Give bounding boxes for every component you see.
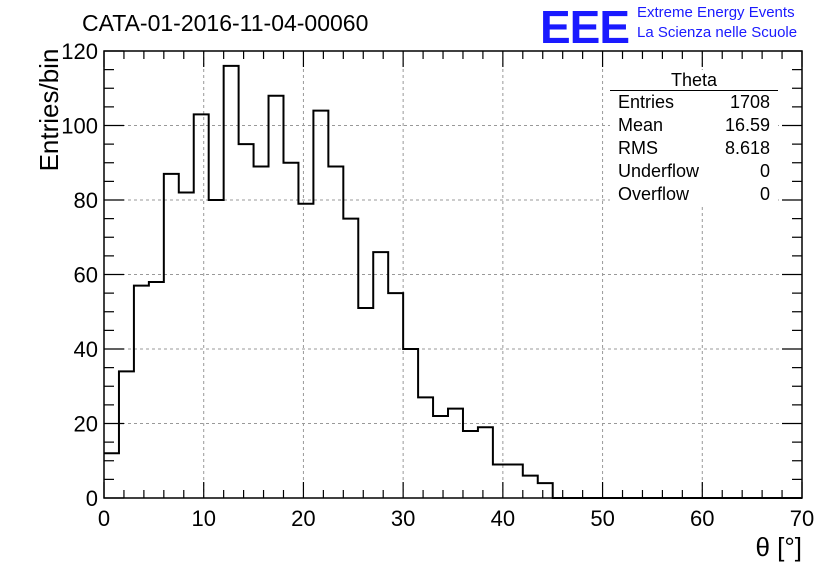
chart-title: CATA-01-2016-11-04-00060 bbox=[82, 10, 369, 36]
x-tick-label: 40 bbox=[491, 506, 515, 531]
stats-value: 16.59 bbox=[724, 115, 770, 135]
stats-value: 8.618 bbox=[724, 138, 770, 158]
x-axis-label: θ [°] bbox=[755, 532, 802, 562]
y-tick-label: 120 bbox=[61, 39, 98, 64]
stats-row-entries: Entries 1708 bbox=[610, 91, 778, 114]
brand-line-2: La Scienza nelle Scuole bbox=[637, 24, 798, 41]
stats-value: 1708 bbox=[729, 92, 770, 112]
y-tick-label: 60 bbox=[74, 263, 98, 288]
x-tick-label: 20 bbox=[291, 506, 315, 531]
y-tick-label: 0 bbox=[86, 486, 98, 511]
stats-row-mean: Mean 16.59 bbox=[610, 114, 778, 137]
x-tick-label: 60 bbox=[690, 506, 714, 531]
stats-label: Underflow bbox=[618, 161, 700, 181]
plot-frame bbox=[103, 50, 803, 499]
x-tick-label: 50 bbox=[590, 506, 614, 531]
brand-line-1: Extreme Energy Events bbox=[637, 4, 795, 21]
stats-label: Entries bbox=[618, 92, 675, 112]
y-tick-label: 40 bbox=[74, 337, 98, 362]
y-tick-label: 20 bbox=[74, 412, 98, 437]
y-tick-label: 80 bbox=[74, 188, 98, 213]
stats-row-overflow: Overflow 0 bbox=[610, 183, 778, 206]
stats-title: Theta bbox=[610, 70, 778, 91]
stats-value: 0 bbox=[759, 184, 770, 204]
stats-label: Mean bbox=[618, 115, 664, 135]
stats-label: Overflow bbox=[618, 184, 690, 204]
stats-value: 0 bbox=[759, 161, 770, 181]
stats-row-underflow: Underflow 0 bbox=[610, 160, 778, 183]
x-tick-label: 0 bbox=[98, 506, 110, 531]
x-tick-label: 70 bbox=[790, 506, 814, 531]
y-tick-label: 100 bbox=[61, 114, 98, 139]
x-tick-label: 10 bbox=[191, 506, 215, 531]
stats-box: Theta Entries 1708 Mean 16.59 RMS 8.618 … bbox=[610, 70, 778, 206]
stats-label: RMS bbox=[618, 138, 658, 158]
x-tick-label: 30 bbox=[391, 506, 415, 531]
y-axis-label: Entries/bin bbox=[34, 48, 64, 172]
tick-labels: 0 10 20 30 40 50 60 70 0 20 40 60 80 100 120 bbox=[61, 39, 814, 531]
eee-logo: EEE bbox=[540, 1, 630, 53]
stats-row-rms: RMS 8.618 bbox=[610, 137, 778, 160]
